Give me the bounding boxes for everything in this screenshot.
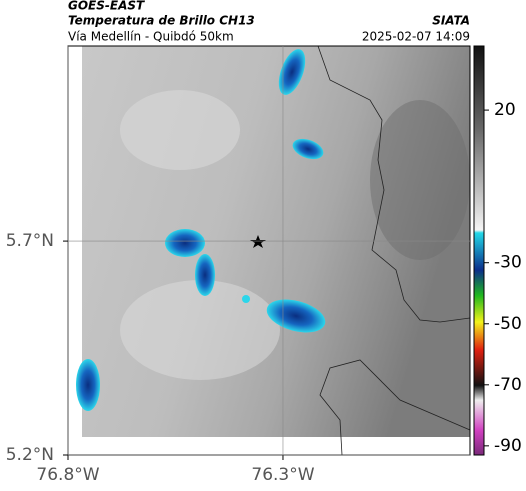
colorbar-label: 20 <box>494 100 516 120</box>
y-tick-label: 5.2°N <box>6 445 54 465</box>
subtitle: Temperatura de Brillo CH13 <box>68 14 255 28</box>
region: Vía Medellín - Quibdó 50km <box>68 30 234 44</box>
imagery <box>76 46 470 437</box>
x-tick-label: 76.3°W <box>251 465 314 485</box>
boundary <box>317 45 471 456</box>
colorbar-label: -30 <box>494 253 522 273</box>
source: SIATA <box>432 14 470 28</box>
colorbar-label: -70 <box>494 375 522 395</box>
y-tick-label: 5.7°N <box>6 231 54 251</box>
x-tick-label: 76.8°W <box>36 465 99 485</box>
datetime: 2025-02-07 14:09 <box>362 30 470 44</box>
colorbar-label: -90 <box>494 436 522 456</box>
location-marker <box>250 235 266 248</box>
title: GOES-EAST <box>68 0 145 13</box>
colorbar <box>473 45 485 456</box>
colorbar-label: -50 <box>494 314 522 334</box>
